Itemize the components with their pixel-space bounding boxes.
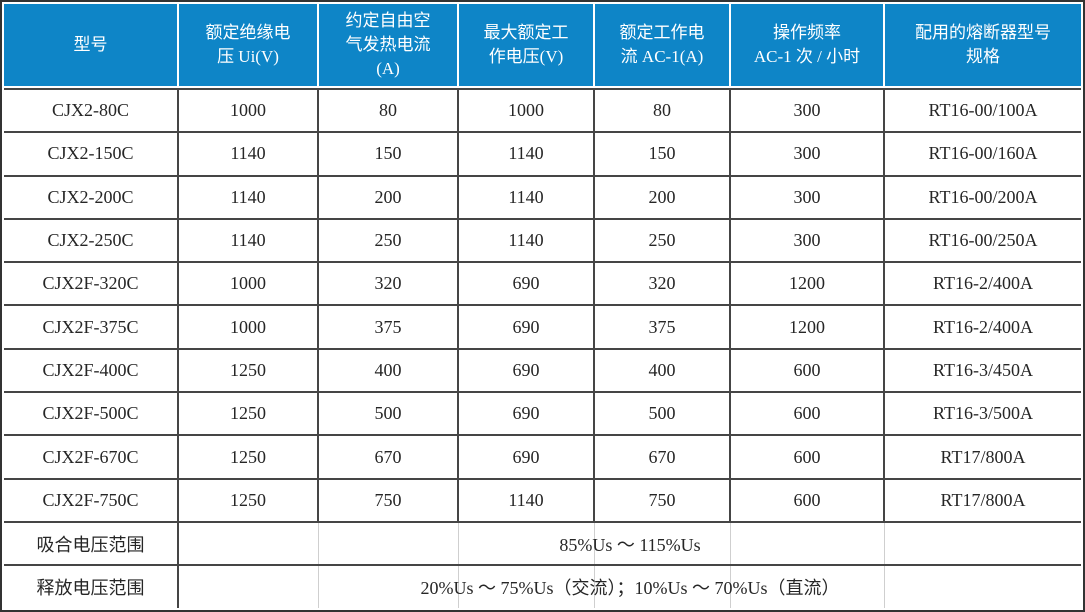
cell-insulation-voltage: 1000 bbox=[179, 263, 317, 305]
cell-operation-frequency: 600 bbox=[731, 436, 883, 478]
cell-operation-frequency: 600 bbox=[731, 393, 883, 435]
cell-insulation-voltage: 1000 bbox=[179, 90, 317, 132]
cell-max-working-voltage: 1140 bbox=[459, 133, 593, 175]
column-header-thermal-current: 约定自由空 气发热电流 (A) bbox=[319, 4, 457, 86]
summary-label-release-voltage: 释放电压范围 bbox=[4, 566, 177, 608]
cell-fuse-spec: RT16-00/100A bbox=[885, 90, 1081, 132]
cell-model: CJX2F-320C bbox=[4, 263, 177, 305]
cell-model: CJX2-250C bbox=[4, 219, 177, 262]
cell-max-working-voltage: 690 bbox=[459, 306, 593, 348]
cell-operation-frequency: 300 bbox=[731, 176, 883, 218]
cell-thermal-current: 250 bbox=[319, 219, 457, 262]
cell-operation-frequency: 1200 bbox=[731, 263, 883, 305]
cell-thermal-current: 750 bbox=[319, 479, 457, 521]
cell-fuse-spec: RT16-00/250A bbox=[885, 219, 1081, 262]
cell-insulation-voltage: 1250 bbox=[179, 479, 317, 521]
column-header-operation-frequency: 操作频率 AC-1 次 / 小时 bbox=[731, 4, 883, 86]
cell-insulation-voltage: 1140 bbox=[179, 219, 317, 262]
cell-thermal-current: 670 bbox=[319, 436, 457, 478]
cell-thermal-current: 500 bbox=[319, 393, 457, 435]
summary-value-release-voltage: 20%Us ～ 75%Us（交流）；10%Us ～ 70%Us（直流） bbox=[179, 566, 1081, 608]
column-header-model: 型号 bbox=[4, 4, 177, 86]
cell-insulation-voltage: 1250 bbox=[179, 436, 317, 478]
cell-model: CJX2F-750C bbox=[4, 479, 177, 521]
cell-max-working-voltage: 1140 bbox=[459, 219, 593, 262]
cell-working-current: 400 bbox=[595, 349, 729, 392]
cell-max-working-voltage: 1140 bbox=[459, 479, 593, 521]
cell-operation-frequency: 300 bbox=[731, 219, 883, 262]
cell-model: CJX2F-400C bbox=[4, 349, 177, 392]
cell-working-current: 250 bbox=[595, 219, 729, 262]
cell-fuse-spec: RT16-2/400A bbox=[885, 306, 1081, 348]
cell-max-working-voltage: 690 bbox=[459, 393, 593, 435]
column-header-fuse-spec: 配用的熔断器型号 规格 bbox=[885, 4, 1081, 86]
cell-max-working-voltage: 1140 bbox=[459, 176, 593, 218]
cell-fuse-spec: RT16-00/160A bbox=[885, 133, 1081, 175]
cell-model: CJX2-150C bbox=[4, 133, 177, 175]
cell-working-current: 80 bbox=[595, 90, 729, 132]
cell-max-working-voltage: 690 bbox=[459, 349, 593, 392]
cell-thermal-current: 375 bbox=[319, 306, 457, 348]
cell-max-working-voltage: 1000 bbox=[459, 90, 593, 132]
cell-thermal-current: 400 bbox=[319, 349, 457, 392]
cell-working-current: 320 bbox=[595, 263, 729, 305]
cell-insulation-voltage: 1140 bbox=[179, 176, 317, 218]
cell-working-current: 670 bbox=[595, 436, 729, 478]
cell-model: CJX2F-500C bbox=[4, 393, 177, 435]
cell-operation-frequency: 600 bbox=[731, 349, 883, 392]
cell-working-current: 375 bbox=[595, 306, 729, 348]
cell-insulation-voltage: 1000 bbox=[179, 306, 317, 348]
cell-max-working-voltage: 690 bbox=[459, 263, 593, 305]
column-header-working-current: 额定工作电 流 AC-1(A) bbox=[595, 4, 729, 86]
cell-fuse-spec: RT17/800A bbox=[885, 436, 1081, 478]
cell-max-working-voltage: 690 bbox=[459, 436, 593, 478]
cell-operation-frequency: 600 bbox=[731, 479, 883, 521]
column-header-insulation-voltage: 额定绝缘电 压 Ui(V) bbox=[179, 4, 317, 86]
cell-thermal-current: 80 bbox=[319, 90, 457, 132]
cell-thermal-current: 320 bbox=[319, 263, 457, 305]
summary-label-pickup-voltage: 吸合电压范围 bbox=[4, 522, 177, 565]
cell-fuse-spec: RT16-3/500A bbox=[885, 393, 1081, 435]
column-header-max-working-voltage: 最大额定工 作电压(V) bbox=[459, 4, 593, 86]
cell-working-current: 500 bbox=[595, 393, 729, 435]
cell-operation-frequency: 1200 bbox=[731, 306, 883, 348]
cell-insulation-voltage: 1250 bbox=[179, 393, 317, 435]
cell-working-current: 750 bbox=[595, 479, 729, 521]
cell-model: CJX2F-670C bbox=[4, 436, 177, 478]
cell-insulation-voltage: 1250 bbox=[179, 349, 317, 392]
cell-model: CJX2-80C bbox=[4, 90, 177, 132]
cell-thermal-current: 150 bbox=[319, 133, 457, 175]
cell-model: CJX2F-375C bbox=[4, 306, 177, 348]
table-body: CJX2-80C 1000 80 1000 80 300 RT16-00/100… bbox=[4, 88, 1081, 608]
cell-thermal-current: 200 bbox=[319, 176, 457, 218]
cell-fuse-spec: RT16-2/400A bbox=[885, 263, 1081, 305]
cell-fuse-spec: RT16-00/200A bbox=[885, 176, 1081, 218]
summary-value-pickup-voltage: 85%Us ～ 115%Us bbox=[179, 522, 1081, 565]
cell-fuse-spec: RT17/800A bbox=[885, 479, 1081, 521]
cell-operation-frequency: 300 bbox=[731, 90, 883, 132]
cell-model: CJX2-200C bbox=[4, 176, 177, 218]
cell-insulation-voltage: 1140 bbox=[179, 133, 317, 175]
cell-operation-frequency: 300 bbox=[731, 133, 883, 175]
cell-working-current: 200 bbox=[595, 176, 729, 218]
table-header-row: 型号 额定绝缘电 压 Ui(V) 约定自由空 气发热电流 (A) 最大额定工 作… bbox=[4, 4, 1081, 86]
cell-working-current: 150 bbox=[595, 133, 729, 175]
cell-fuse-spec: RT16-3/450A bbox=[885, 349, 1081, 392]
